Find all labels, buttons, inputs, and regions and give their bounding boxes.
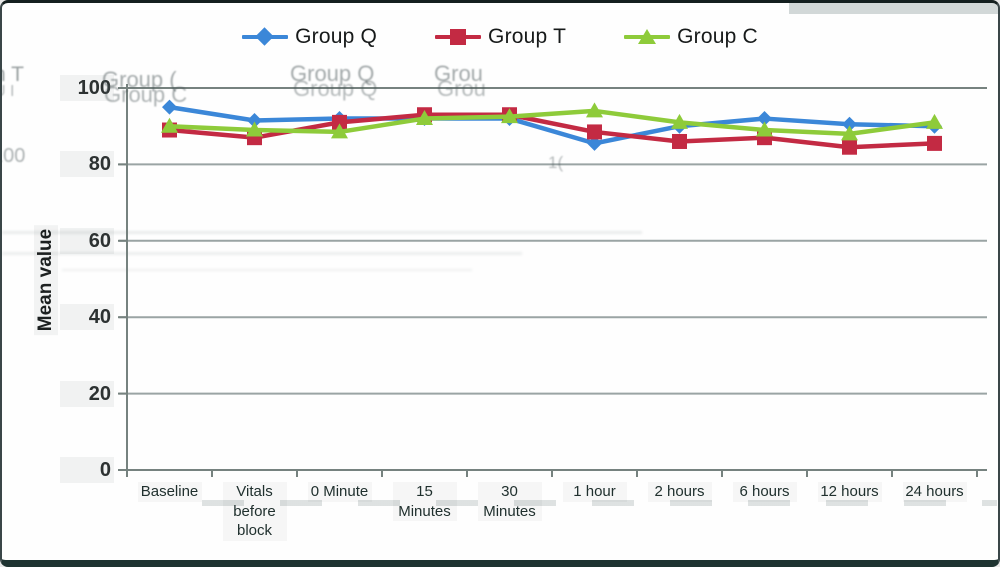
triangle-marker-icon — [671, 113, 688, 129]
triangle-marker-icon — [586, 102, 603, 118]
square-marker-icon — [332, 114, 347, 130]
diamond-marker-icon — [247, 112, 262, 128]
square-marker-icon — [842, 139, 857, 155]
legend-item-group-t: Group T — [435, 25, 566, 49]
legend-label: Group Q — [295, 25, 378, 48]
triangle-marker-icon — [841, 125, 858, 141]
y-tick-label: 80 — [60, 151, 114, 178]
legend-item-group-c: Group C — [624, 25, 758, 49]
x-category-label: 0 Minute — [307, 482, 372, 502]
x-category-label: Baseline — [137, 482, 202, 502]
x-category-label: 1 hour — [562, 482, 627, 502]
square-marker-icon — [587, 124, 602, 140]
x-category-label: 24 hours — [902, 482, 967, 502]
square-marker-icon — [927, 135, 942, 151]
x-category-label: 6 hours — [732, 482, 797, 502]
legend-label: Group C — [677, 25, 758, 48]
series-line-group-q — [167, 104, 937, 146]
y-tick-label: 0 — [60, 457, 114, 483]
chart-plot-area — [118, 84, 987, 477]
y-tick-label: 100 — [60, 75, 114, 101]
legend-label: Group T — [488, 25, 567, 48]
x-category-label: 2 hours — [647, 482, 712, 502]
scan-artifact-band — [202, 500, 997, 506]
x-category-label: 12 hours — [817, 482, 882, 502]
square-marker-icon — [450, 29, 467, 45]
legend-item-group-q: Group Q — [242, 25, 377, 49]
legend-line-sample — [435, 29, 482, 45]
legend-line-sample — [624, 29, 671, 44]
x-category-label: 30 Minutes — [477, 482, 542, 521]
triangle-marker-icon — [501, 108, 518, 124]
triangle-marker-icon — [756, 121, 773, 137]
diamond-marker-icon — [255, 27, 274, 46]
diamond-marker-icon — [587, 135, 602, 151]
legend-line-sample — [242, 27, 289, 46]
triangle-marker-icon — [416, 110, 433, 126]
triangle-marker-icon — [161, 117, 178, 133]
diamond-marker-icon — [757, 111, 772, 127]
square-marker-icon — [672, 133, 687, 149]
x-category-label: 15 Minutes — [392, 482, 457, 521]
scan-artifact-strip — [789, 3, 998, 14]
chart-legend: Group Q Group T Group C — [2, 25, 998, 49]
y-axis-title: Mean value — [34, 224, 58, 336]
triangle-marker-icon — [638, 29, 657, 44]
series-line-group-c — [167, 108, 937, 137]
x-category-label: Vitals before block — [222, 482, 287, 541]
triangle-marker-icon — [926, 113, 943, 129]
diamond-marker-icon — [842, 116, 857, 132]
triangle-marker-icon — [331, 123, 348, 139]
triangle-marker-icon — [246, 121, 263, 137]
diamond-marker-icon — [162, 99, 177, 115]
y-tick-label: 20 — [60, 380, 114, 407]
y-tick-label: 60 — [60, 227, 114, 254]
y-tick-label: 40 — [60, 304, 114, 331]
